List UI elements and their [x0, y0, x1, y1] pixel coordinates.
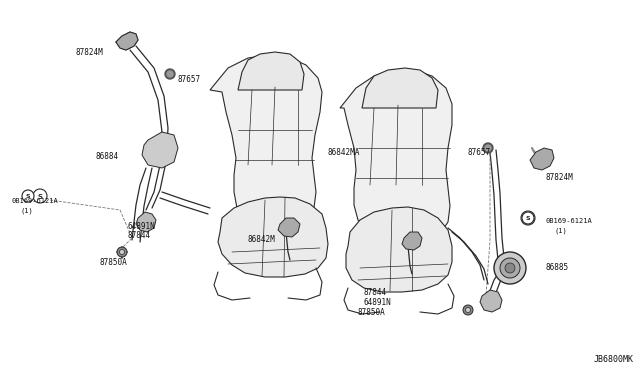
Polygon shape [346, 207, 452, 292]
Text: S: S [38, 194, 42, 200]
Polygon shape [362, 68, 438, 108]
Circle shape [117, 247, 127, 257]
Polygon shape [136, 212, 156, 232]
Text: 87844: 87844 [364, 288, 387, 297]
Text: 0B169-6121A: 0B169-6121A [546, 218, 593, 224]
Text: 87824M: 87824M [546, 173, 573, 182]
Text: 87657: 87657 [468, 148, 491, 157]
Circle shape [485, 145, 491, 151]
Text: 87657: 87657 [178, 75, 201, 84]
Text: 64891N: 64891N [364, 298, 392, 307]
Circle shape [167, 71, 173, 77]
Text: (1): (1) [554, 228, 567, 234]
Circle shape [483, 143, 493, 153]
Text: S: S [525, 215, 531, 221]
Circle shape [505, 263, 515, 273]
Polygon shape [116, 32, 138, 50]
Polygon shape [480, 290, 502, 312]
Polygon shape [402, 232, 422, 250]
Text: 0B169-6121A: 0B169-6121A [12, 198, 59, 204]
Text: 87824M: 87824M [75, 48, 103, 57]
Text: 86842MA: 86842MA [328, 148, 360, 157]
Polygon shape [238, 52, 304, 90]
Text: JB6800MK: JB6800MK [594, 355, 634, 364]
Polygon shape [210, 55, 322, 232]
Polygon shape [278, 218, 300, 237]
Circle shape [120, 250, 125, 254]
Text: 87850A: 87850A [358, 308, 386, 317]
Text: S: S [525, 216, 531, 222]
Text: 64891N: 64891N [128, 222, 156, 231]
Circle shape [494, 252, 526, 284]
Circle shape [465, 308, 470, 312]
Circle shape [165, 69, 175, 79]
Text: 86885: 86885 [546, 263, 569, 272]
Circle shape [33, 189, 47, 203]
Text: (1): (1) [20, 208, 33, 215]
Circle shape [22, 190, 34, 202]
Text: 87850A: 87850A [100, 258, 128, 267]
Polygon shape [340, 70, 452, 246]
Circle shape [500, 258, 520, 278]
Circle shape [522, 212, 534, 224]
Polygon shape [218, 197, 328, 277]
Text: 86842M: 86842M [248, 235, 276, 244]
Polygon shape [142, 132, 178, 168]
Polygon shape [530, 148, 554, 170]
Text: S: S [26, 193, 30, 199]
Text: 86884: 86884 [96, 152, 119, 161]
Circle shape [521, 211, 535, 225]
Circle shape [463, 305, 473, 315]
Text: 87844: 87844 [128, 231, 151, 240]
